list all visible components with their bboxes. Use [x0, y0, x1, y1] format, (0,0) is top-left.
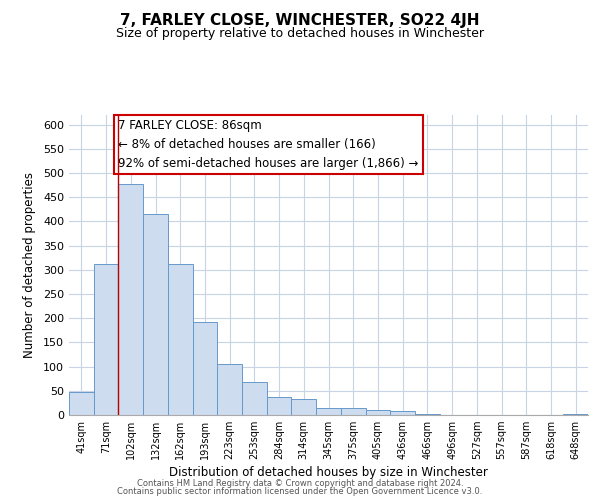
Bar	[365, 410, 390, 415]
Bar	[316, 408, 341, 415]
Bar	[168, 264, 193, 415]
Text: Contains public sector information licensed under the Open Government Licence v3: Contains public sector information licen…	[118, 487, 482, 496]
X-axis label: Distribution of detached houses by size in Winchester: Distribution of detached houses by size …	[169, 466, 488, 479]
Bar	[267, 396, 292, 415]
Bar	[193, 322, 217, 415]
Text: 7, FARLEY CLOSE, WINCHESTER, SO22 4JH: 7, FARLEY CLOSE, WINCHESTER, SO22 4JH	[120, 12, 480, 28]
Bar	[217, 364, 242, 415]
Bar	[292, 399, 316, 415]
Bar	[118, 184, 143, 415]
Bar	[415, 414, 440, 415]
Bar	[563, 414, 588, 415]
Bar	[69, 392, 94, 415]
Bar	[143, 214, 168, 415]
Bar	[94, 264, 118, 415]
Bar	[390, 411, 415, 415]
Text: Size of property relative to detached houses in Winchester: Size of property relative to detached ho…	[116, 28, 484, 40]
Y-axis label: Number of detached properties: Number of detached properties	[23, 172, 36, 358]
Text: Contains HM Land Registry data © Crown copyright and database right 2024.: Contains HM Land Registry data © Crown c…	[137, 478, 463, 488]
Bar	[341, 408, 365, 415]
Text: 7 FARLEY CLOSE: 86sqm
← 8% of detached houses are smaller (166)
92% of semi-deta: 7 FARLEY CLOSE: 86sqm ← 8% of detached h…	[118, 120, 419, 170]
Bar	[242, 382, 267, 415]
